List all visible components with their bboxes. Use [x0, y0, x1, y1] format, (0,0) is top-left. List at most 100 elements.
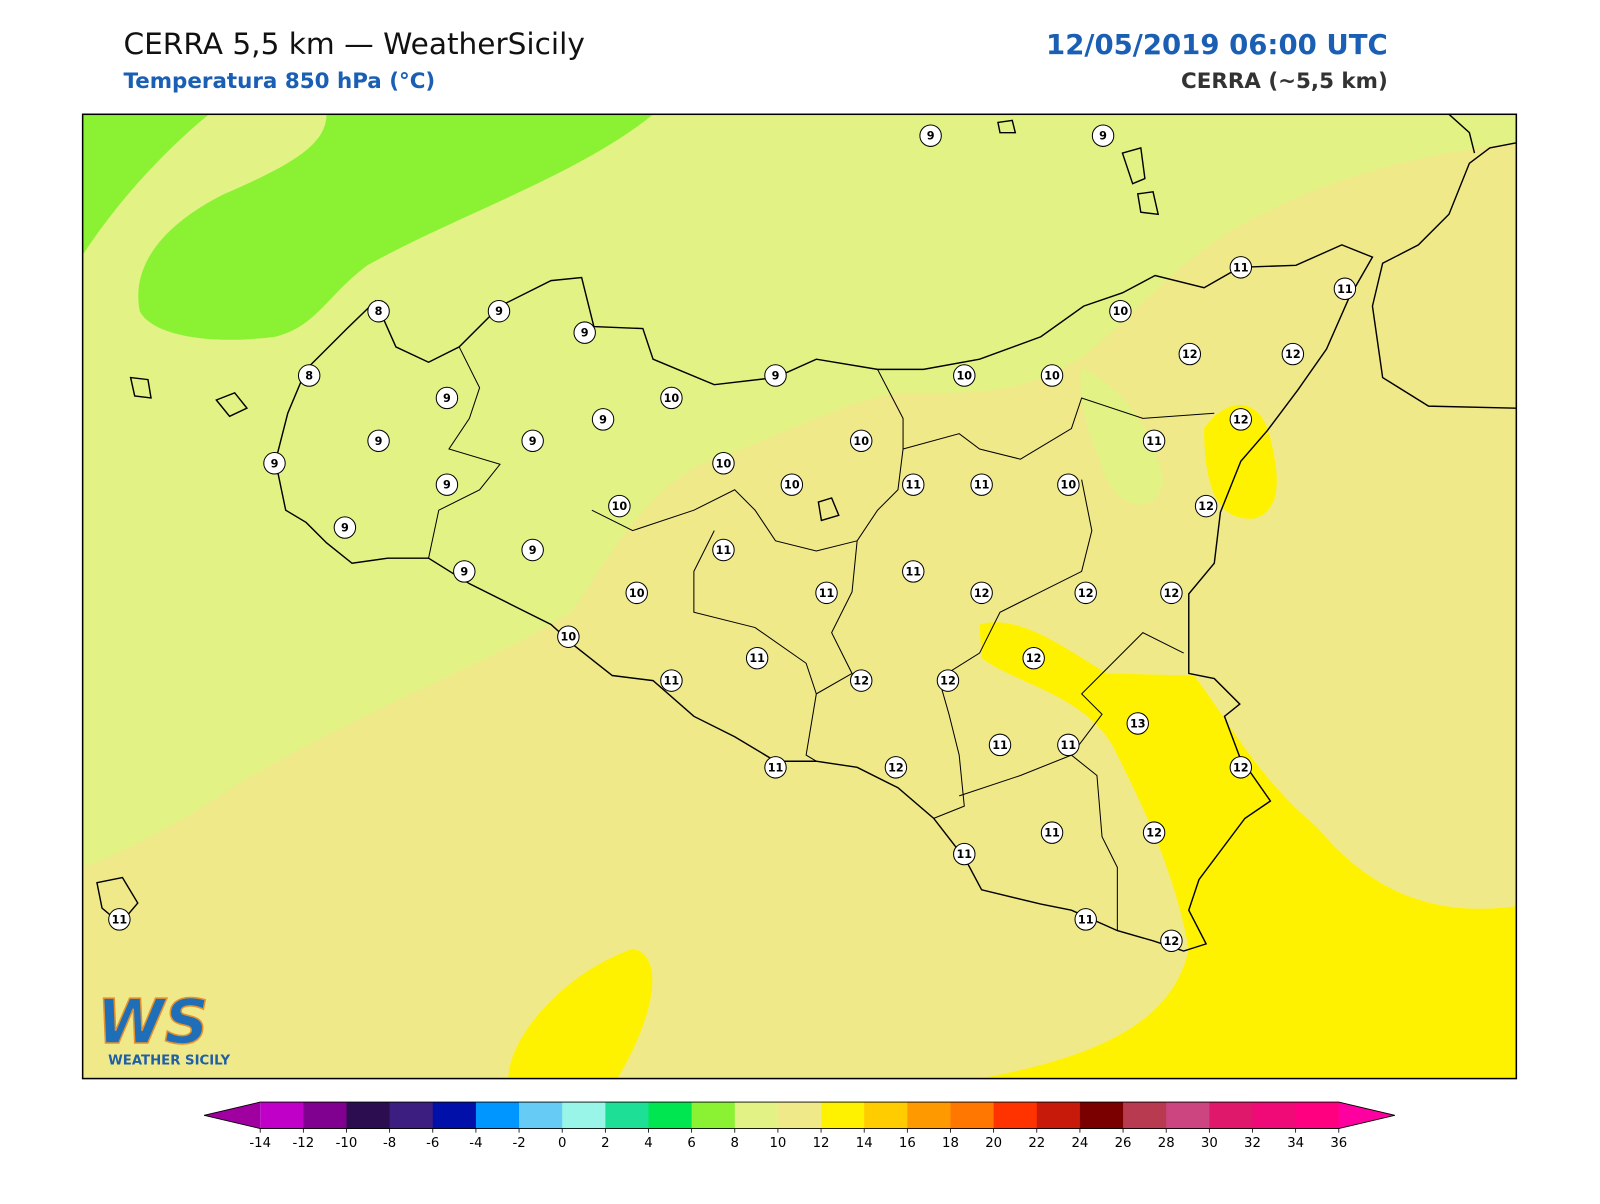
station: 8 [367, 300, 390, 323]
station-value: 8 [305, 370, 313, 383]
station: 10 [557, 625, 580, 648]
station-marker [1142, 429, 1166, 453]
station-marker [591, 408, 615, 431]
datetime: 12/05/2019 06:00 UTC [1046, 29, 1388, 61]
station-value: 10 [612, 500, 628, 513]
station: 10 [608, 494, 631, 518]
station: 11 [902, 473, 925, 496]
station-marker [1194, 494, 1218, 518]
station: 11 [1333, 277, 1357, 300]
colorbar-bin [260, 1102, 304, 1129]
station-marker [263, 452, 286, 475]
colorbar-bin [432, 1102, 477, 1129]
map-area: 9 9 11 11 8 9 9 10 12 12 8 9 10 10 9 10 9 12 9 9 10 11 9 10 9 10 1… [82, 114, 1517, 1079]
station-value: 11 [819, 587, 835, 600]
station: 10 [660, 386, 683, 410]
field-8-10 [82, 114, 1517, 868]
station-value: 9 [375, 435, 383, 448]
station: 12 [1074, 581, 1097, 605]
station: 10 [1057, 473, 1080, 496]
station-value: 11 [1233, 261, 1249, 274]
station: 11 [1074, 908, 1097, 931]
station: 9 [1091, 124, 1115, 147]
colorbar-tick-label: 16 [899, 1136, 916, 1151]
station-value: 10 [561, 631, 577, 644]
station: 11 [1229, 256, 1253, 279]
station-value: 11 [905, 479, 921, 492]
field-8-10 [1080, 367, 1164, 505]
colorbar-tick-label: -10 [336, 1136, 358, 1151]
station-value: 9 [599, 413, 607, 426]
station-marker [850, 429, 873, 453]
station-marker [333, 516, 357, 539]
station-marker [1022, 646, 1045, 670]
station: 10 [712, 452, 735, 475]
station-marker [1229, 408, 1253, 431]
station-marker [988, 733, 1012, 757]
field-6-8 [138, 114, 654, 340]
station: 9 [591, 408, 615, 431]
station-marker [902, 560, 925, 583]
colorbar-tick-label: 34 [1287, 1136, 1304, 1151]
station-value: 12 [853, 675, 869, 688]
station-marker [712, 538, 735, 562]
colorbar-tick-label: 6 [687, 1136, 695, 1151]
station: 11 [108, 908, 131, 931]
station: 12 [1229, 756, 1253, 779]
station-marker [1160, 581, 1183, 605]
station: 11 [1057, 733, 1080, 757]
station: 11 [1142, 429, 1166, 453]
station-marker [573, 321, 596, 344]
station-value: 11 [1337, 283, 1353, 296]
colorbar-tick-label: 12 [813, 1136, 830, 1151]
colorbar-tick-label: 22 [1028, 1136, 1045, 1151]
station-value: 11 [974, 479, 990, 492]
logo: WS WEATHER SICILY [96, 986, 230, 1068]
station: 9 [333, 516, 357, 539]
station-marker [521, 538, 544, 562]
station-marker [850, 669, 873, 692]
station-marker [1281, 342, 1305, 366]
station: 10 [625, 581, 648, 605]
station: 9 [573, 321, 596, 344]
station: 11 [953, 842, 976, 866]
colorbar-bin [562, 1102, 606, 1129]
colorbar: -14 -12 -10 -8 -6 -4 -2 0 2 4 6 8 10 12 14 16 18 20 22 24 26… [203, 1101, 1395, 1151]
colorbar-tick-label: 32 [1244, 1136, 1261, 1151]
colorbar-tick-label: -12 [293, 1136, 315, 1151]
station-value: 8 [375, 305, 383, 318]
station-value: 12 [1198, 500, 1214, 513]
colorbar-bin [389, 1102, 434, 1129]
station-marker [1229, 756, 1253, 779]
station: 9 [764, 364, 787, 387]
colorbar-tick-label: -14 [249, 1136, 271, 1151]
colorbar-bin [475, 1102, 520, 1129]
model-label: CERRA (~5,5 km) [1181, 69, 1388, 94]
station-marker [919, 124, 942, 147]
station-value: 11 [716, 544, 732, 557]
station: 10 [780, 473, 804, 496]
station-marker [953, 842, 976, 866]
station-marker [970, 473, 993, 496]
station-value: 11 [956, 848, 972, 861]
colorbar-tick-label: 18 [942, 1136, 959, 1151]
station-marker [625, 581, 648, 605]
colorbar-tick-label: 26 [1115, 1136, 1132, 1151]
colorbar-tick-label: 30 [1201, 1136, 1218, 1151]
colorbar-bin [691, 1102, 736, 1129]
station-value: 11 [992, 739, 1008, 752]
station-value: 9 [443, 392, 451, 405]
station: 9 [521, 429, 544, 453]
station: 12 [1022, 646, 1045, 670]
station-marker [815, 581, 838, 605]
station-marker [297, 364, 321, 387]
station: 13 [1126, 712, 1149, 735]
station: 12 [1281, 342, 1305, 366]
field-6-8 [82, 114, 210, 256]
colorbar-tick-label: 2 [601, 1136, 609, 1151]
station-marker [453, 560, 476, 583]
logo-mark: WS [97, 987, 209, 1058]
station-marker [764, 364, 787, 387]
station-marker [1229, 256, 1253, 279]
